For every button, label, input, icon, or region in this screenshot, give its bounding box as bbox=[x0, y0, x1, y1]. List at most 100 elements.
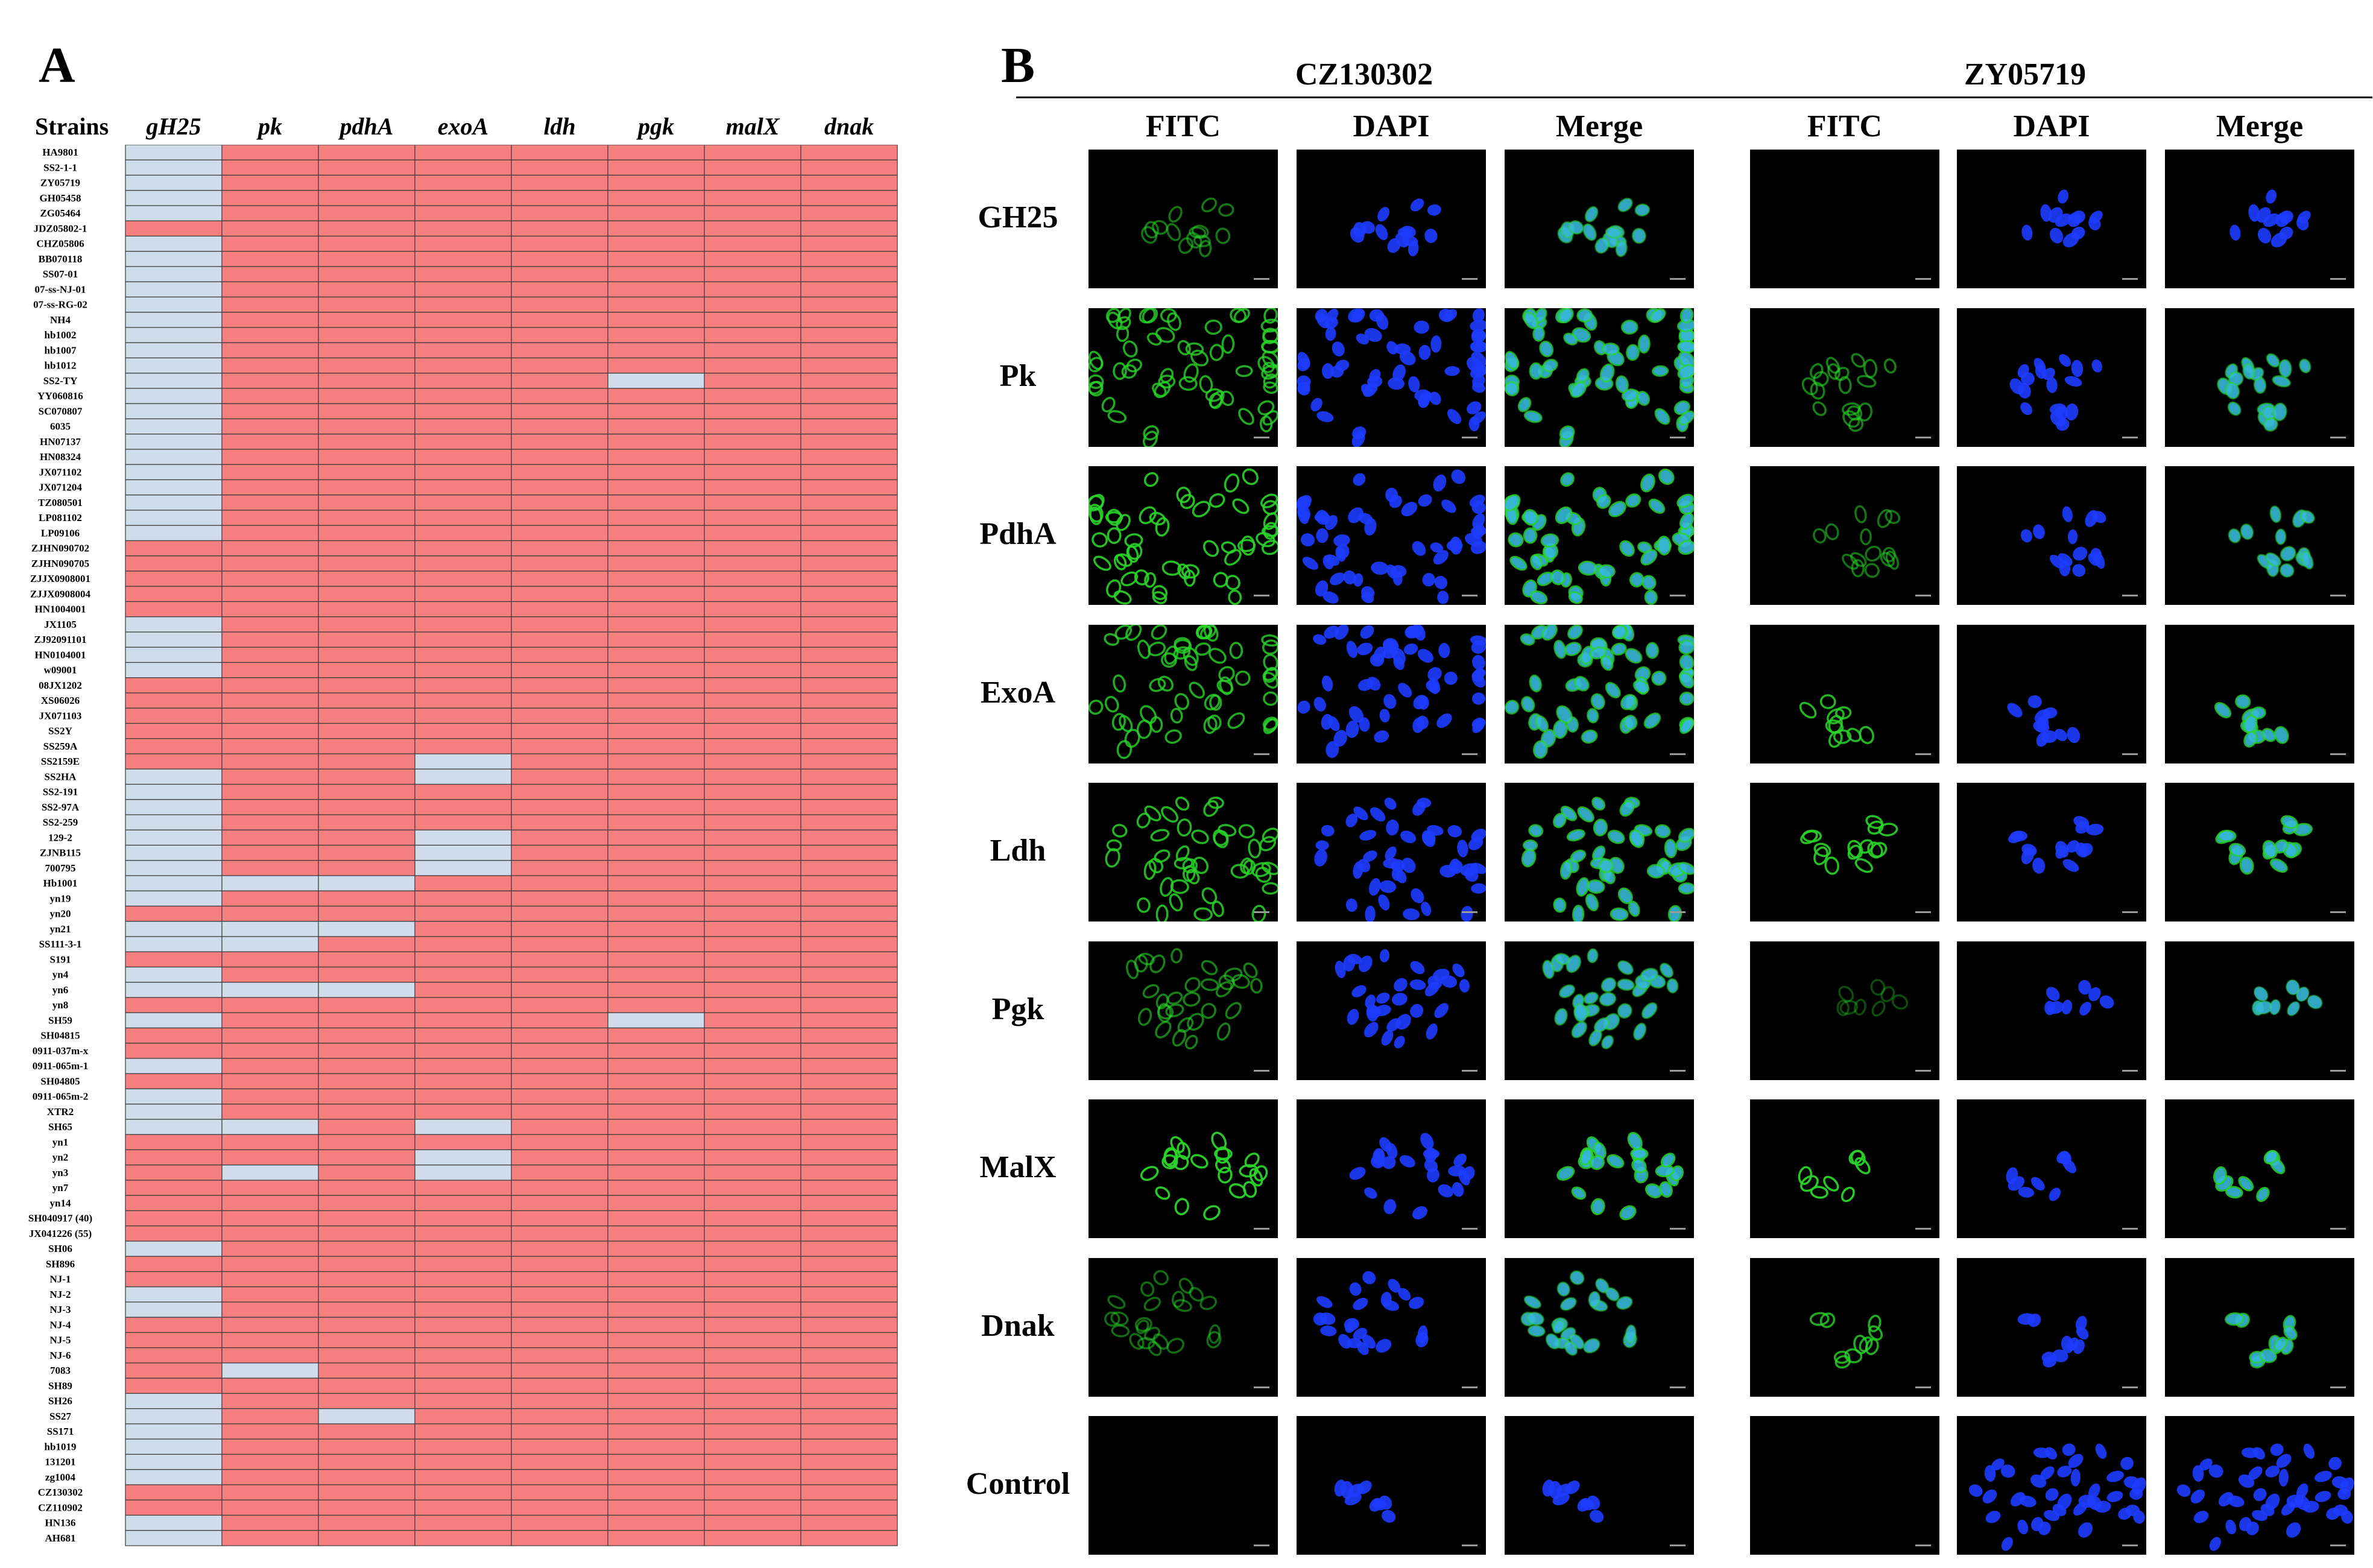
cell-mark bbox=[1263, 671, 1278, 689]
cell-mark bbox=[1825, 523, 1839, 540]
strain-label: yn1 bbox=[52, 1136, 68, 1148]
scale-bar bbox=[2122, 911, 2138, 913]
cell-mark bbox=[1199, 1295, 1217, 1310]
cell-mark bbox=[2262, 840, 2278, 859]
cell-mark bbox=[1633, 1022, 1647, 1040]
cell-mark bbox=[2073, 546, 2088, 561]
cell-mark bbox=[1207, 714, 1222, 730]
heatmap-cell bbox=[221, 1377, 319, 1394]
cell-mark bbox=[1209, 493, 1225, 508]
heatmap-cell bbox=[511, 1286, 608, 1303]
cell-mark bbox=[1160, 367, 1174, 383]
heatmap-cell bbox=[800, 1530, 898, 1546]
heatmap-cell bbox=[221, 1104, 319, 1120]
heatmap-cell bbox=[125, 936, 223, 952]
heatmap-cell bbox=[704, 890, 801, 907]
heatmap-cell bbox=[704, 646, 801, 663]
cell-mark bbox=[1658, 468, 1675, 485]
cell-mark bbox=[1529, 590, 1548, 605]
cell-mark bbox=[2007, 703, 2023, 718]
heatmap-cell bbox=[607, 357, 705, 374]
cell-mark bbox=[1535, 715, 1549, 732]
heatmap-cell bbox=[607, 145, 705, 160]
group-underline bbox=[1016, 96, 1712, 98]
heatmap-cell bbox=[221, 707, 319, 724]
cell-mark bbox=[1184, 976, 1201, 993]
heatmap-cell bbox=[607, 190, 705, 206]
cell-mark bbox=[1678, 639, 1694, 655]
cell-mark bbox=[1224, 967, 1243, 982]
heatmap-cell bbox=[607, 479, 705, 496]
cell-mark bbox=[1218, 666, 1235, 682]
heatmap-cell bbox=[511, 1393, 608, 1409]
cell-mark bbox=[1362, 1271, 1376, 1284]
micrograph-dapi bbox=[1297, 783, 1486, 922]
heatmap-cell bbox=[318, 662, 416, 678]
heatmap-cell bbox=[704, 1119, 801, 1135]
heatmap-cell bbox=[318, 753, 416, 770]
heatmap-cell bbox=[125, 1058, 223, 1074]
heatmap-cell bbox=[414, 281, 512, 298]
heatmap-cell bbox=[704, 875, 801, 891]
cell-mark bbox=[1827, 362, 1841, 380]
cell-mark bbox=[1366, 1004, 1379, 1022]
heatmap-cell bbox=[511, 357, 608, 374]
heatmap-cell bbox=[125, 434, 223, 450]
heatmap-cell bbox=[414, 479, 512, 496]
cell-mark bbox=[1583, 991, 1599, 1005]
heatmap-cell bbox=[511, 205, 608, 221]
cell-mark bbox=[1227, 712, 1245, 729]
cell-mark bbox=[1126, 358, 1142, 372]
strain-label: SS2-259 bbox=[43, 817, 78, 828]
heatmap-cell bbox=[511, 373, 608, 389]
strain-label: yn4 bbox=[52, 969, 69, 981]
cell-mark bbox=[1420, 1133, 1434, 1149]
strain-label: SH26 bbox=[48, 1396, 72, 1407]
heatmap-cell bbox=[125, 1225, 223, 1242]
heatmap-cell bbox=[800, 1286, 898, 1303]
cell-mark bbox=[1218, 203, 1234, 217]
cell-mark bbox=[1199, 375, 1213, 393]
heatmap-cell bbox=[704, 997, 801, 1013]
micrograph-merge bbox=[1505, 150, 1694, 288]
cell-mark bbox=[2062, 1158, 2076, 1174]
cell-mark bbox=[1677, 340, 1694, 353]
heatmap-cell bbox=[125, 829, 223, 846]
heatmap-cell bbox=[800, 646, 898, 663]
heatmap-cell bbox=[125, 357, 223, 374]
heatmap-cell bbox=[221, 890, 319, 907]
scale-bar bbox=[1915, 595, 1931, 596]
heatmap-cell bbox=[511, 555, 608, 572]
heatmap-cell bbox=[414, 1332, 512, 1348]
cell-mark bbox=[1436, 713, 1452, 728]
cell-mark bbox=[2280, 546, 2296, 562]
heatmap-cell bbox=[414, 586, 512, 602]
heatmap-cell bbox=[511, 799, 608, 815]
heatmap-cell bbox=[800, 1012, 898, 1029]
scale-bar bbox=[2122, 1069, 2138, 1072]
strain-label: NJ-1 bbox=[50, 1274, 71, 1285]
heatmap-cell bbox=[704, 601, 801, 618]
cell-mark bbox=[1615, 239, 1628, 258]
cell-mark bbox=[2266, 189, 2277, 204]
strain-label: SH04805 bbox=[40, 1075, 80, 1087]
heatmap-cell bbox=[221, 982, 319, 998]
cell-mark bbox=[1472, 513, 1485, 530]
cell-mark bbox=[1180, 494, 1195, 510]
cell-mark bbox=[1148, 641, 1166, 656]
heatmap-cell bbox=[704, 510, 801, 526]
strain-label: SS111-3-1 bbox=[39, 938, 82, 950]
heatmap-cell bbox=[221, 220, 319, 237]
cell-mark bbox=[2283, 1325, 2298, 1341]
cell-mark bbox=[2021, 371, 2035, 385]
cell-mark bbox=[1330, 572, 1345, 586]
heatmap-cell bbox=[318, 1241, 416, 1257]
heatmap-cell bbox=[800, 1225, 898, 1242]
cell-mark bbox=[1361, 592, 1374, 604]
cell-mark bbox=[1664, 838, 1678, 859]
cell-mark bbox=[1383, 1199, 1397, 1215]
heatmap-cell bbox=[318, 921, 416, 937]
cell-mark bbox=[1810, 1186, 1828, 1199]
heatmap-cell bbox=[511, 1149, 608, 1166]
heatmap-cell bbox=[511, 1484, 608, 1500]
